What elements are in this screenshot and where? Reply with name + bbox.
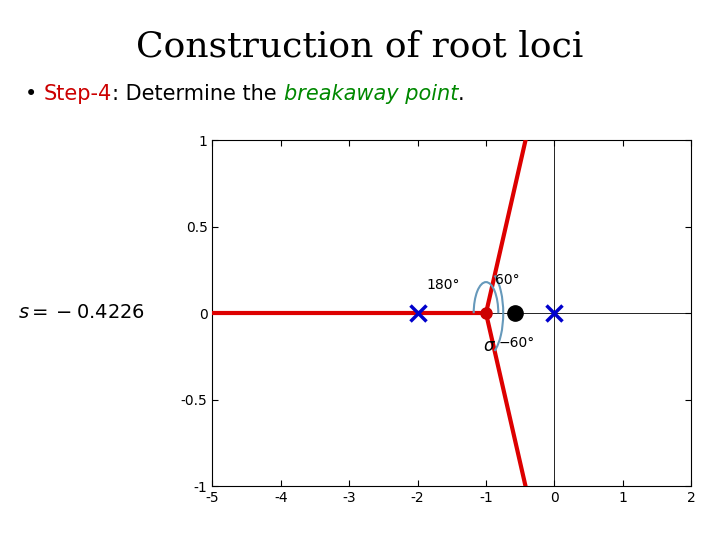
Text: breakaway point: breakaway point (284, 84, 458, 104)
Text: −60°: −60° (498, 336, 534, 350)
Text: $s = -0.4226$: $s = -0.4226$ (18, 304, 145, 322)
Text: •: • (25, 84, 44, 104)
Text: $\sigma$: $\sigma$ (483, 338, 496, 355)
Text: 60°: 60° (495, 273, 520, 287)
Text: .: . (458, 84, 464, 104)
Text: 180°: 180° (426, 279, 460, 293)
Text: Step-4: Step-4 (44, 84, 112, 104)
Text: Construction of root loci: Construction of root loci (136, 30, 584, 64)
Text: : Determine the: : Determine the (112, 84, 284, 104)
